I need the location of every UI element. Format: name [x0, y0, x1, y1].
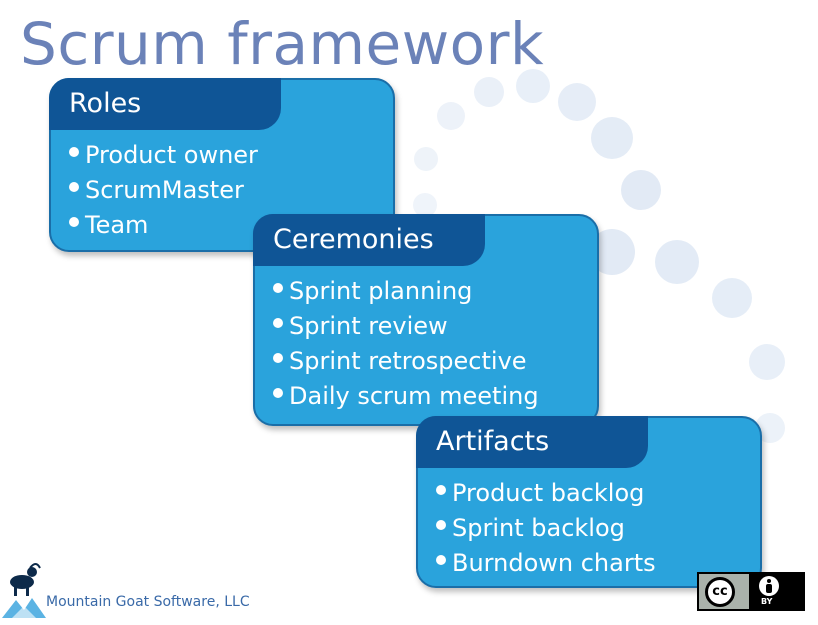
- bullet-icon: [273, 318, 283, 328]
- bullet-icon: [436, 520, 446, 530]
- ceremonies-card: Ceremonies Sprint planning Sprint review…: [253, 214, 599, 426]
- bullet-icon: [273, 283, 283, 293]
- slide-title: Scrum framework: [20, 10, 545, 78]
- bullet-icon: [273, 353, 283, 363]
- list-item: ScrumMaster: [69, 173, 258, 208]
- mountain-goat-logo-icon: [2, 563, 46, 618]
- list-item: Product owner: [69, 138, 258, 173]
- bullet-icon: [273, 388, 283, 398]
- list-item: Product backlog: [436, 476, 656, 511]
- artifacts-list: Product backlog Sprint backlog Burndown …: [436, 476, 656, 581]
- artifacts-card: Artifacts Product backlog Sprint backlog…: [416, 416, 762, 588]
- list-item: Daily scrum meeting: [273, 379, 539, 414]
- list-item: Burndown charts: [436, 546, 656, 581]
- artifacts-heading: Artifacts: [416, 416, 648, 468]
- creative-commons-license-badge: cc BY: [697, 572, 805, 611]
- list-item: Sprint backlog: [436, 511, 656, 546]
- roles-list: Product owner ScrumMaster Team: [69, 138, 258, 243]
- list-item: Team: [69, 208, 258, 243]
- list-item: Sprint review: [273, 309, 539, 344]
- ceremonies-list: Sprint planning Sprint review Sprint ret…: [273, 274, 539, 414]
- ceremonies-heading: Ceremonies: [253, 214, 485, 266]
- bullet-icon: [69, 147, 79, 157]
- list-item: Sprint retrospective: [273, 344, 539, 379]
- attribution-person-icon: [759, 576, 779, 596]
- bullet-icon: [69, 182, 79, 192]
- bullet-icon: [69, 217, 79, 227]
- bullet-icon: [436, 555, 446, 565]
- cc-icon: cc: [705, 577, 735, 607]
- by-label: BY: [761, 597, 773, 606]
- bullet-icon: [436, 485, 446, 495]
- list-item: Sprint planning: [273, 274, 539, 309]
- company-name: Mountain Goat Software, LLC: [46, 594, 250, 610]
- roles-heading: Roles: [49, 78, 281, 130]
